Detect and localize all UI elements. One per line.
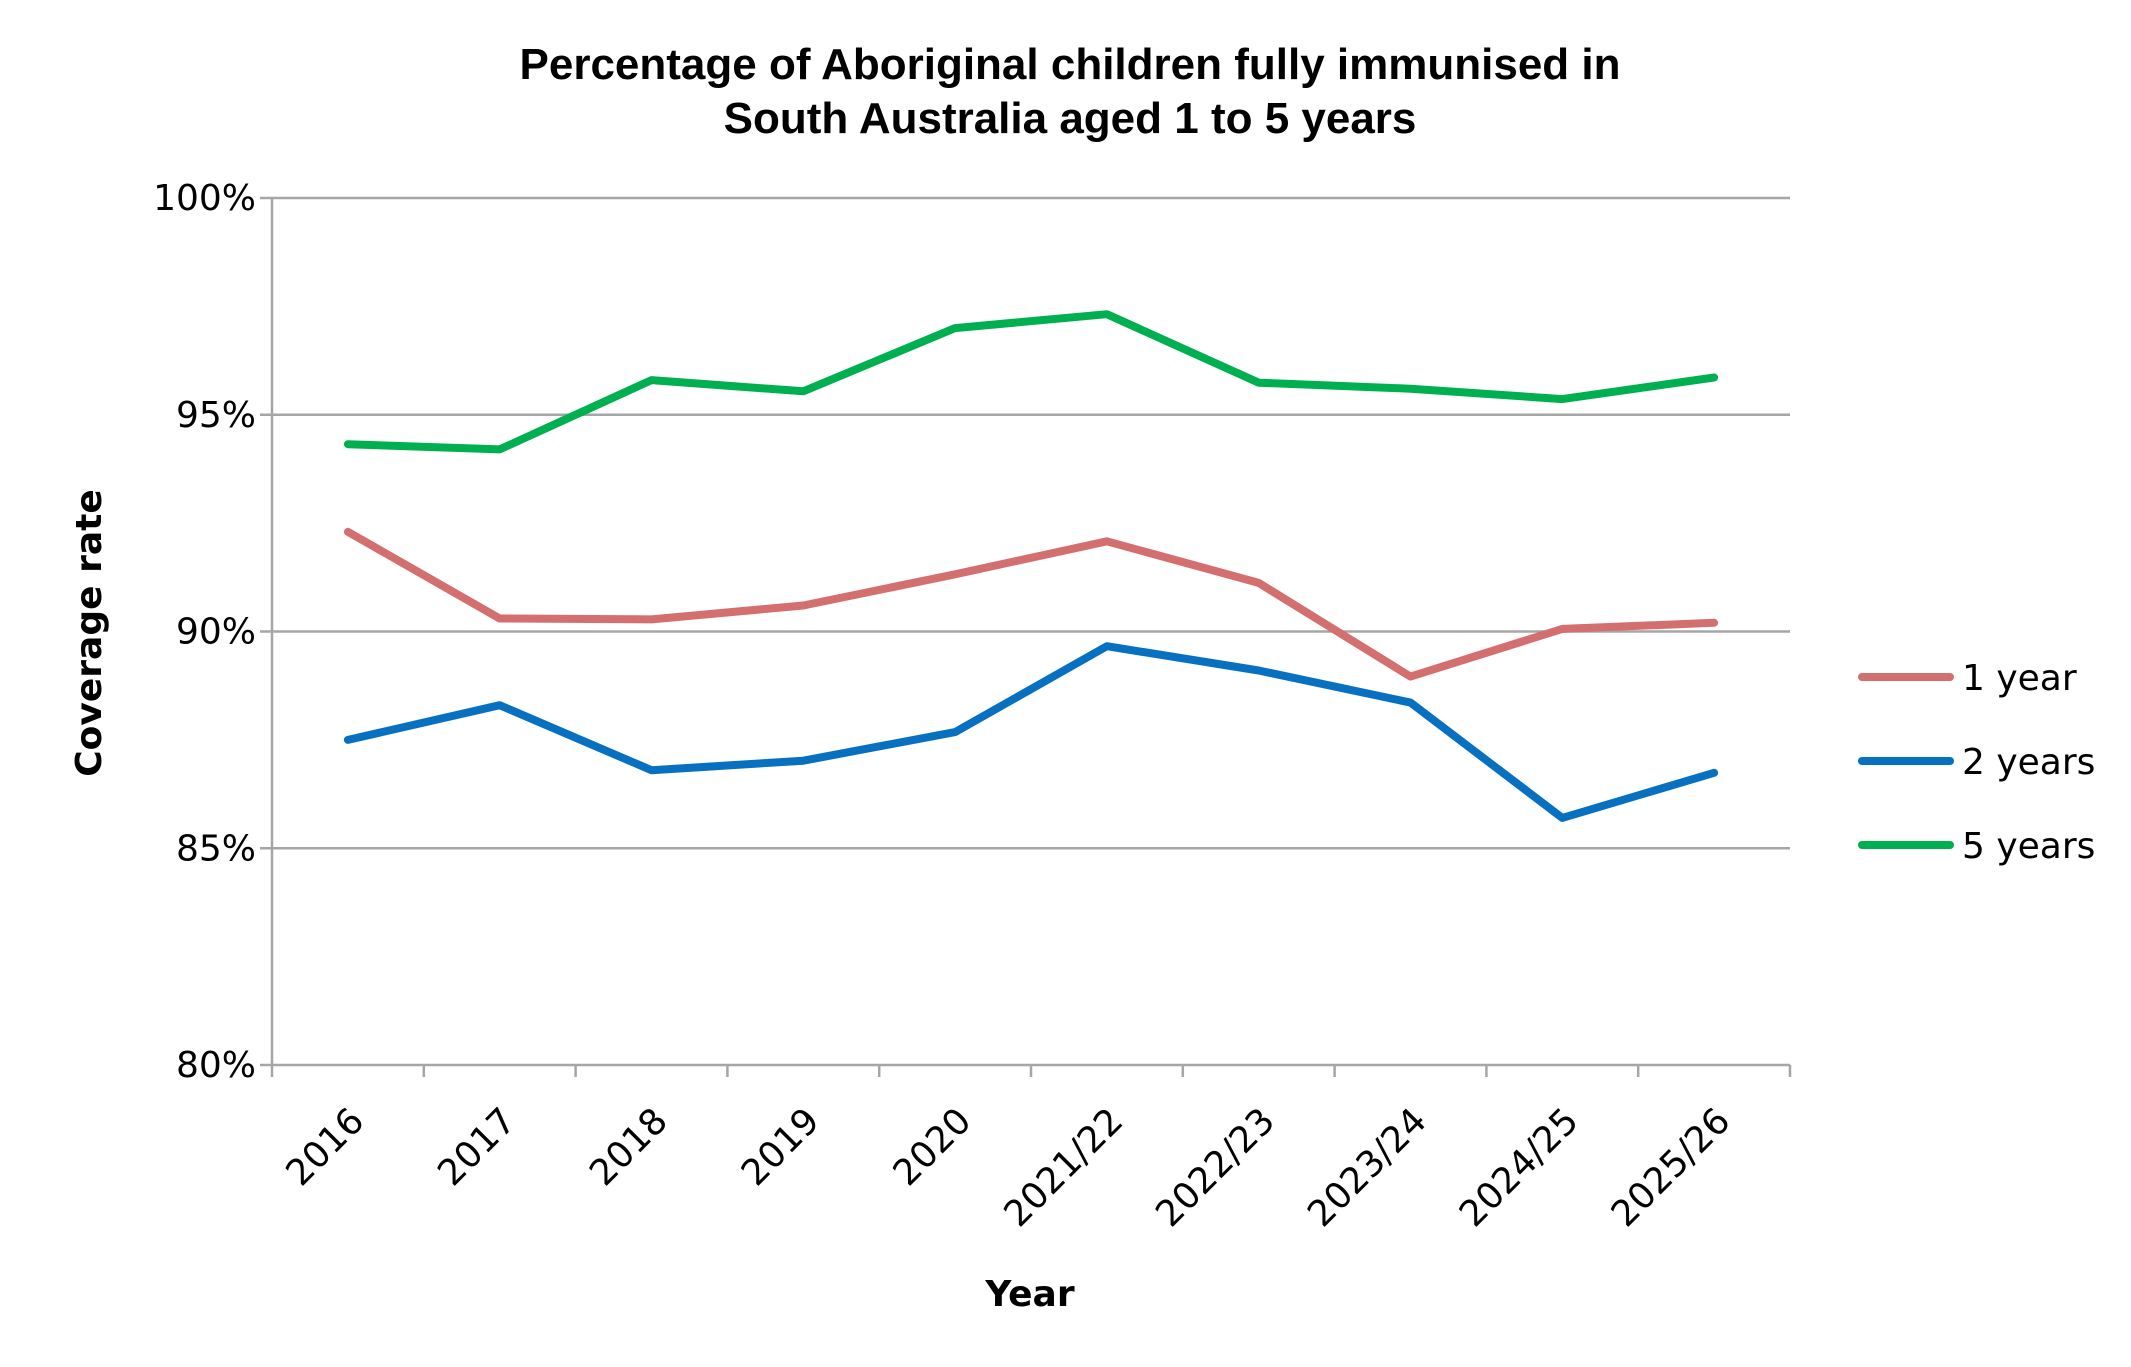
- legend: 1 year 2 years 5 years: [1858, 658, 2095, 867]
- y-tick-label: 95%: [176, 395, 256, 436]
- y-tick-label: 85%: [176, 828, 256, 869]
- series-line-3: [343, 310, 1719, 454]
- y-tick-label: 90%: [176, 612, 256, 653]
- x-tick-label: 2024/25: [1452, 1100, 1587, 1235]
- series-line-2: [343, 642, 1719, 822]
- x-tick-label: 2020: [886, 1100, 980, 1194]
- x-tick-label: 2023/24: [1300, 1100, 1435, 1235]
- x-tick-label: 2025/26: [1604, 1100, 1739, 1235]
- x-tick-label: 2016: [278, 1100, 372, 1194]
- y-axis-title: Coverage rate: [69, 489, 110, 776]
- y-tick-labels: 80% 85% 90% 95% 100%: [153, 178, 256, 1086]
- x-tick-label: 2019: [734, 1100, 828, 1194]
- chart-title-line-1: Percentage of Aboriginal children fully …: [520, 40, 1621, 89]
- legend-label: 5 years: [1962, 826, 2095, 867]
- series-line-1: [343, 527, 1719, 681]
- axes: [260, 196, 1792, 1077]
- y-tick-label: 100%: [153, 178, 256, 219]
- x-tick-label: 2018: [582, 1100, 676, 1194]
- legend-label: 2 years: [1962, 742, 2095, 783]
- x-tick-label: 2022/23: [1148, 1100, 1283, 1235]
- x-axis-title: Year: [984, 1274, 1074, 1315]
- series-lines: [343, 310, 1719, 822]
- legend-label: 1 year: [1962, 658, 2077, 699]
- x-tick-labels: 2016 2017 2018 2019 2020 2021/22 2022/23 2023/2…: [278, 1100, 1738, 1235]
- x-tick-label: 2021/22: [997, 1100, 1132, 1235]
- gridlines: [272, 196, 1790, 850]
- chart-title-line-2: South Australia aged 1 to 5 years: [724, 94, 1417, 143]
- x-tick-label: 2017: [430, 1100, 524, 1194]
- y-tick-label: 80%: [176, 1045, 256, 1086]
